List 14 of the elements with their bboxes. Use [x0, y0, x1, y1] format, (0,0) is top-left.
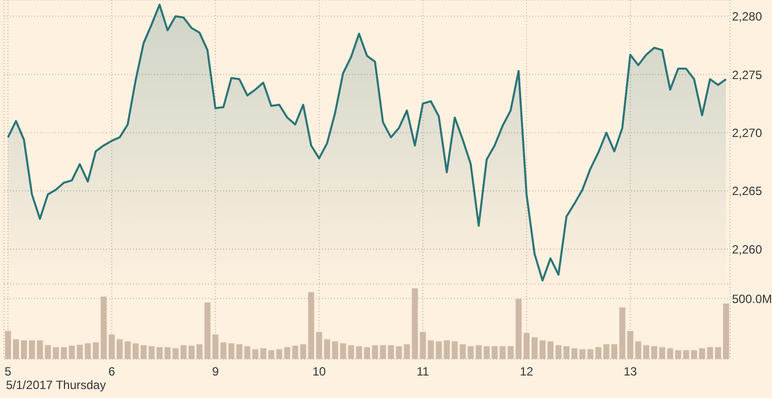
y-tick-label: 2,270 [732, 126, 762, 140]
x-tick-label: 6 [108, 364, 116, 379]
x-tick-label: 9 [212, 364, 220, 379]
x-tick-label: 5 [4, 364, 12, 379]
x-tick-label: 11 [416, 364, 430, 379]
y-tick-label: 2,275 [732, 68, 762, 82]
y-tick-label: 500.0M [732, 292, 772, 306]
x-tick-label: 10 [312, 364, 326, 379]
x-tick-label: 13 [624, 364, 638, 379]
y-tick-label: 2,280 [732, 10, 762, 24]
y-tick-label: 2,260 [732, 242, 762, 256]
x-tick-label: 12 [520, 364, 534, 379]
text: 5/1/2017 Thursday [6, 378, 106, 392]
y-tick-label: 2,265 [732, 184, 762, 198]
